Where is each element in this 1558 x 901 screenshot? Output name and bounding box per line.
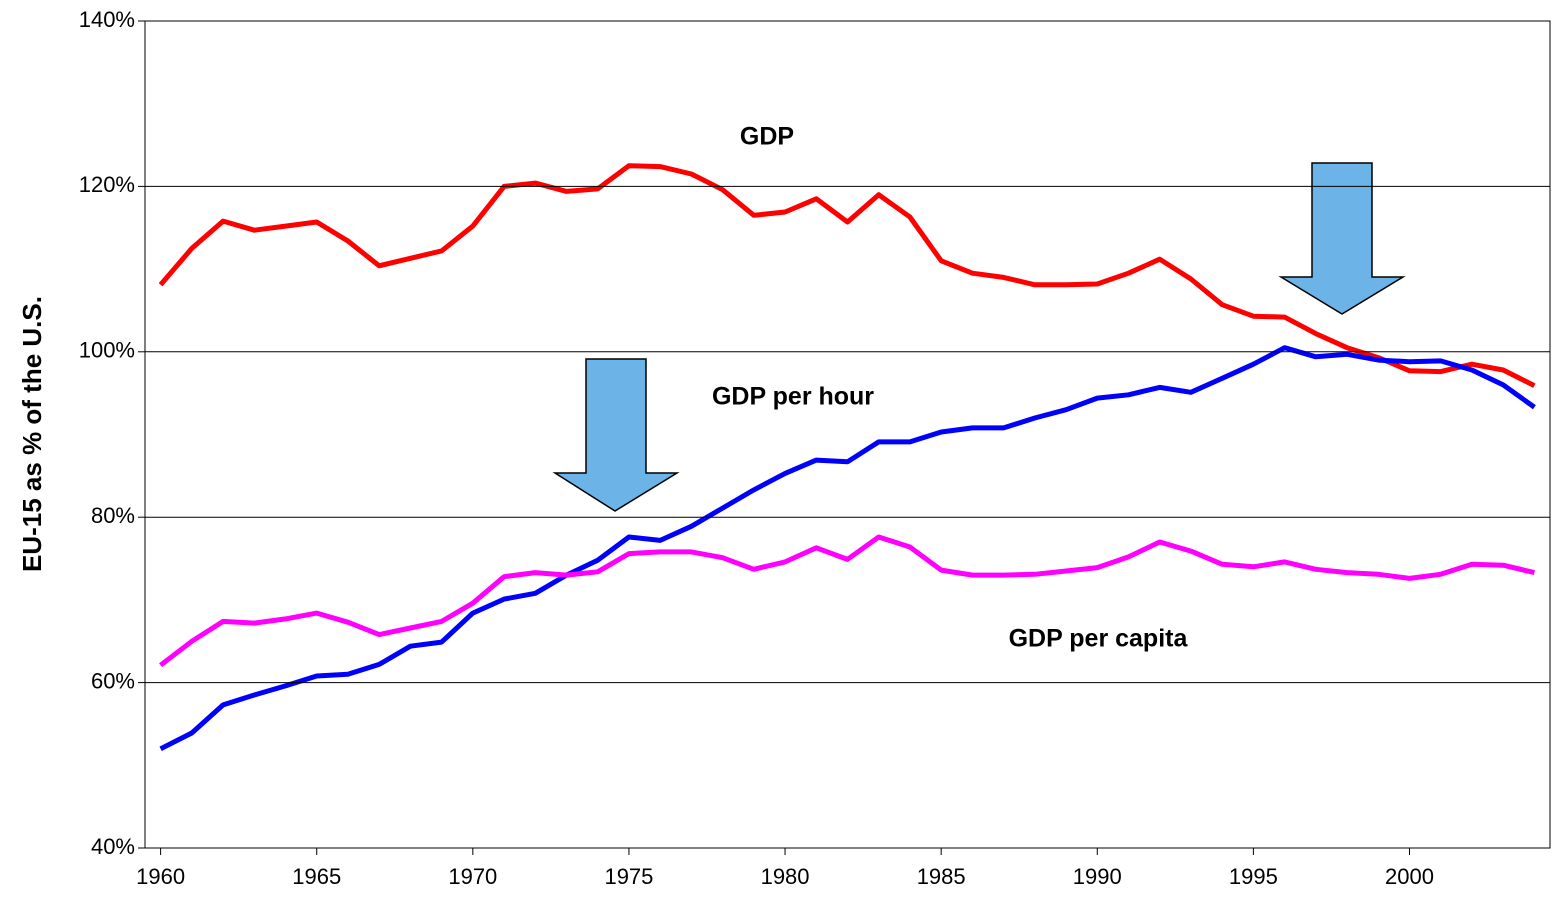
y-tick-label: 100% — [79, 338, 135, 363]
y-tick-label: 80% — [91, 503, 135, 528]
series-label: GDP per capita — [1009, 625, 1189, 653]
y-tick-label: 140% — [79, 7, 135, 32]
x-tick-label: 1965 — [292, 864, 341, 889]
series-label: GDP per hour — [712, 383, 874, 411]
x-tick-label: 1995 — [1229, 864, 1278, 889]
x-tick-label: 1990 — [1073, 864, 1122, 889]
series — [159, 345, 1536, 752]
x-tick-label: 1970 — [448, 864, 497, 889]
plot-frame — [144, 20, 1551, 849]
y-tick-label: 40% — [91, 834, 135, 859]
y-tick-label: 60% — [91, 668, 135, 693]
x-tick-label: 2000 — [1385, 864, 1434, 889]
x-tick-label: 1960 — [136, 864, 185, 889]
arrow — [1278, 162, 1406, 315]
line — [158, 163, 1536, 388]
series — [158, 163, 1536, 388]
x-tick-label: 1975 — [604, 864, 653, 889]
arrow — [552, 358, 680, 512]
y-axis-label: EU-15 as % of the U.S. — [17, 296, 47, 572]
series-label: GDP — [740, 123, 794, 151]
line — [159, 534, 1535, 668]
x-tick-label: 1985 — [917, 864, 966, 889]
y-tick-label: 120% — [79, 172, 135, 197]
x-tick-label: 1980 — [761, 864, 810, 889]
series — [159, 534, 1535, 668]
line — [159, 345, 1536, 752]
